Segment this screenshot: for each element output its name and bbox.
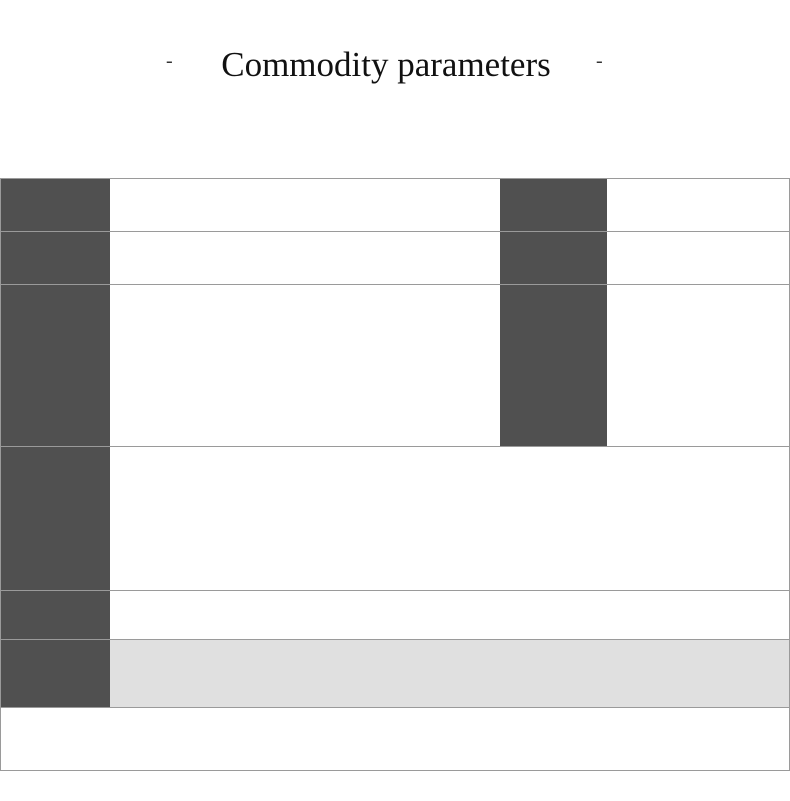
value-cell [607, 231, 790, 284]
value-cell [110, 639, 790, 707]
value-cell [110, 178, 500, 231]
value-cell [607, 178, 790, 231]
label-cell [500, 178, 607, 231]
label-cell [0, 639, 110, 707]
label-cell [0, 590, 110, 639]
value-cell [607, 284, 790, 446]
value-cell [110, 284, 500, 446]
label-cell [500, 284, 607, 446]
value-cell [110, 446, 790, 590]
label-cell [500, 231, 607, 284]
label-cell [0, 231, 110, 284]
title-mark: - [596, 50, 603, 72]
title-mark: - [166, 50, 173, 72]
footer-cell [0, 707, 790, 770]
value-cell [110, 590, 790, 639]
title: Commodity parameters [221, 45, 551, 84]
label-cell [0, 178, 110, 231]
label-cell [0, 284, 110, 446]
label-cell [0, 446, 110, 590]
value-cell [110, 231, 500, 284]
